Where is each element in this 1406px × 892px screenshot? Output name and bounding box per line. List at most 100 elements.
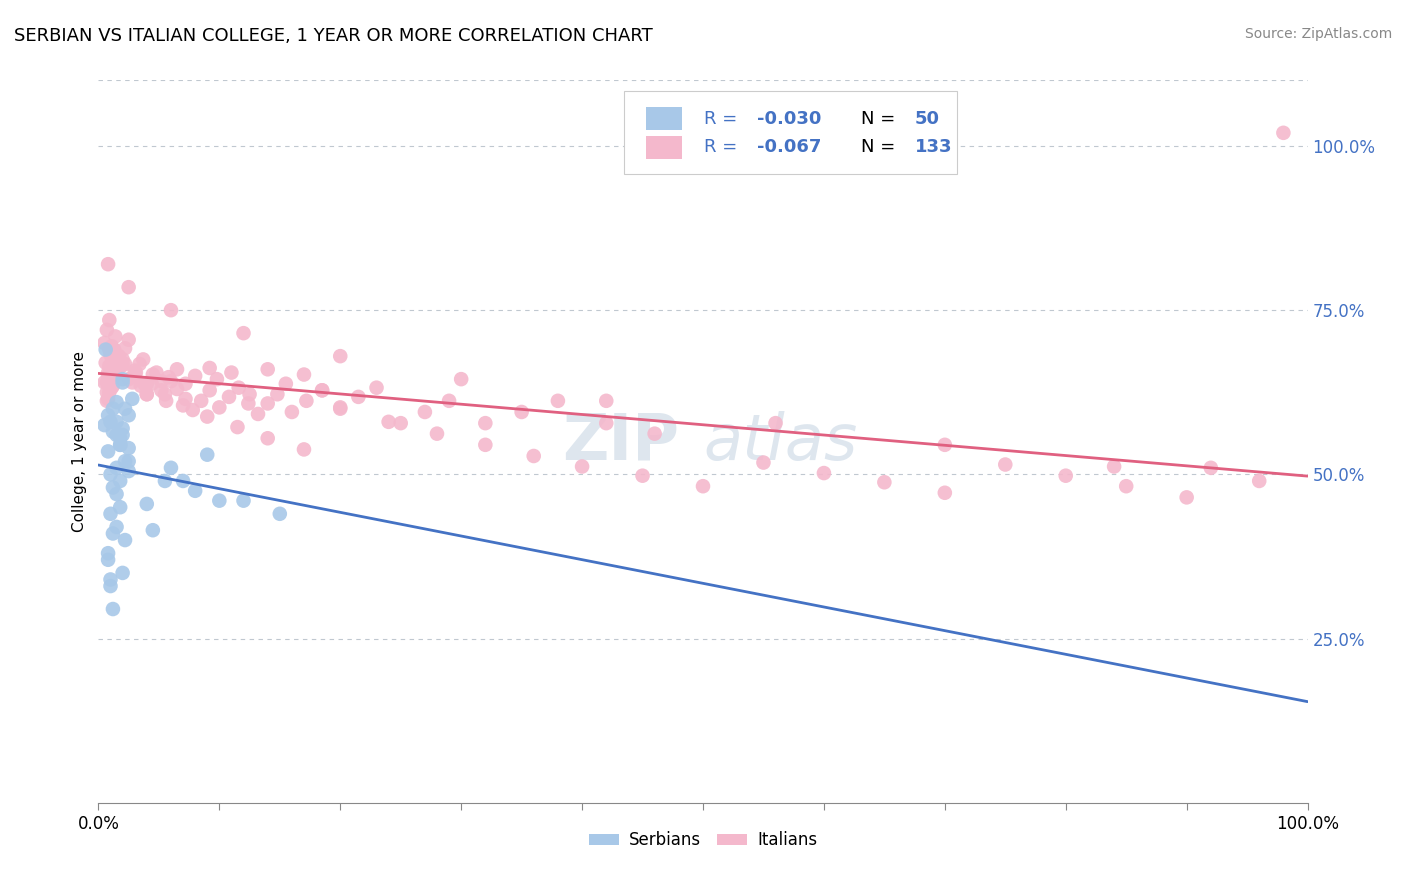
Point: [160, 303, 183, 318]
Point: [1272, 126, 1295, 140]
Point: [1115, 479, 1137, 493]
Point: [765, 416, 787, 430]
Point: [311, 384, 333, 398]
Point: [108, 474, 131, 488]
FancyBboxPatch shape: [647, 136, 682, 159]
Point: [105, 415, 128, 429]
Point: [132, 352, 155, 367]
Point: [118, 333, 141, 347]
Point: [292, 368, 315, 382]
Point: [118, 464, 141, 478]
Point: [195, 448, 218, 462]
Point: [135, 497, 157, 511]
Point: [100, 573, 122, 587]
Point: [329, 401, 352, 416]
Point: [347, 390, 370, 404]
Point: [97, 392, 120, 406]
Point: [426, 426, 449, 441]
Text: N =: N =: [862, 138, 901, 156]
Point: [692, 479, 714, 493]
Point: [108, 359, 131, 373]
FancyBboxPatch shape: [647, 107, 682, 130]
Point: [101, 370, 124, 384]
Point: [141, 376, 163, 391]
Point: [100, 381, 122, 395]
Point: [813, 466, 835, 480]
Point: [104, 329, 127, 343]
Point: [108, 354, 131, 368]
Point: [103, 343, 125, 357]
Point: [105, 362, 128, 376]
Point: [111, 566, 134, 580]
Point: [101, 481, 124, 495]
Point: [97, 366, 120, 380]
Point: [295, 393, 318, 408]
Point: [108, 431, 131, 445]
Point: [994, 458, 1017, 472]
Point: [269, 507, 291, 521]
Point: [166, 382, 188, 396]
Point: [1054, 468, 1077, 483]
Point: [100, 579, 122, 593]
Y-axis label: College, 1 year or more: College, 1 year or more: [72, 351, 87, 532]
Point: [96, 323, 118, 337]
Point: [134, 376, 156, 391]
Point: [160, 460, 183, 475]
Point: [96, 385, 118, 400]
Text: Source: ZipAtlas.com: Source: ZipAtlas.com: [1244, 27, 1392, 41]
FancyBboxPatch shape: [624, 91, 957, 174]
Point: [100, 467, 122, 482]
Point: [100, 372, 122, 386]
Point: [101, 425, 124, 439]
Point: [172, 398, 194, 412]
Point: [100, 381, 122, 395]
Point: [97, 546, 120, 560]
Point: [105, 428, 128, 442]
Point: [190, 393, 212, 408]
Point: [118, 409, 141, 423]
Point: [256, 431, 278, 445]
Point: [94, 356, 117, 370]
Point: [256, 396, 278, 410]
Point: [873, 475, 896, 490]
Point: [114, 533, 136, 547]
Point: [172, 474, 194, 488]
Point: [121, 376, 143, 390]
Point: [105, 349, 128, 363]
Point: [101, 378, 124, 392]
Point: [142, 368, 165, 382]
Text: 50: 50: [915, 110, 939, 128]
Text: 133: 133: [915, 138, 952, 156]
Point: [98, 359, 121, 373]
Point: [631, 468, 654, 483]
Point: [198, 384, 221, 398]
Point: [510, 405, 533, 419]
Point: [752, 456, 775, 470]
Point: [226, 420, 249, 434]
Point: [181, 403, 204, 417]
Point: [160, 374, 183, 388]
Point: [118, 441, 141, 455]
Point: [547, 393, 569, 408]
Point: [292, 442, 315, 457]
Point: [450, 372, 472, 386]
Point: [98, 343, 121, 357]
Point: [208, 493, 231, 508]
Point: [129, 378, 152, 392]
Point: [105, 487, 128, 501]
Text: R =: R =: [704, 110, 744, 128]
Point: [124, 368, 146, 382]
Point: [571, 459, 593, 474]
Point: [125, 366, 148, 380]
Text: R =: R =: [704, 138, 744, 156]
Point: [184, 483, 207, 498]
Point: [218, 390, 240, 404]
Point: [111, 428, 134, 442]
Point: [644, 426, 666, 441]
Point: [157, 370, 180, 384]
Point: [111, 376, 134, 390]
Point: [124, 363, 146, 377]
Point: [474, 416, 496, 430]
Point: [96, 393, 118, 408]
Point: [155, 393, 177, 408]
